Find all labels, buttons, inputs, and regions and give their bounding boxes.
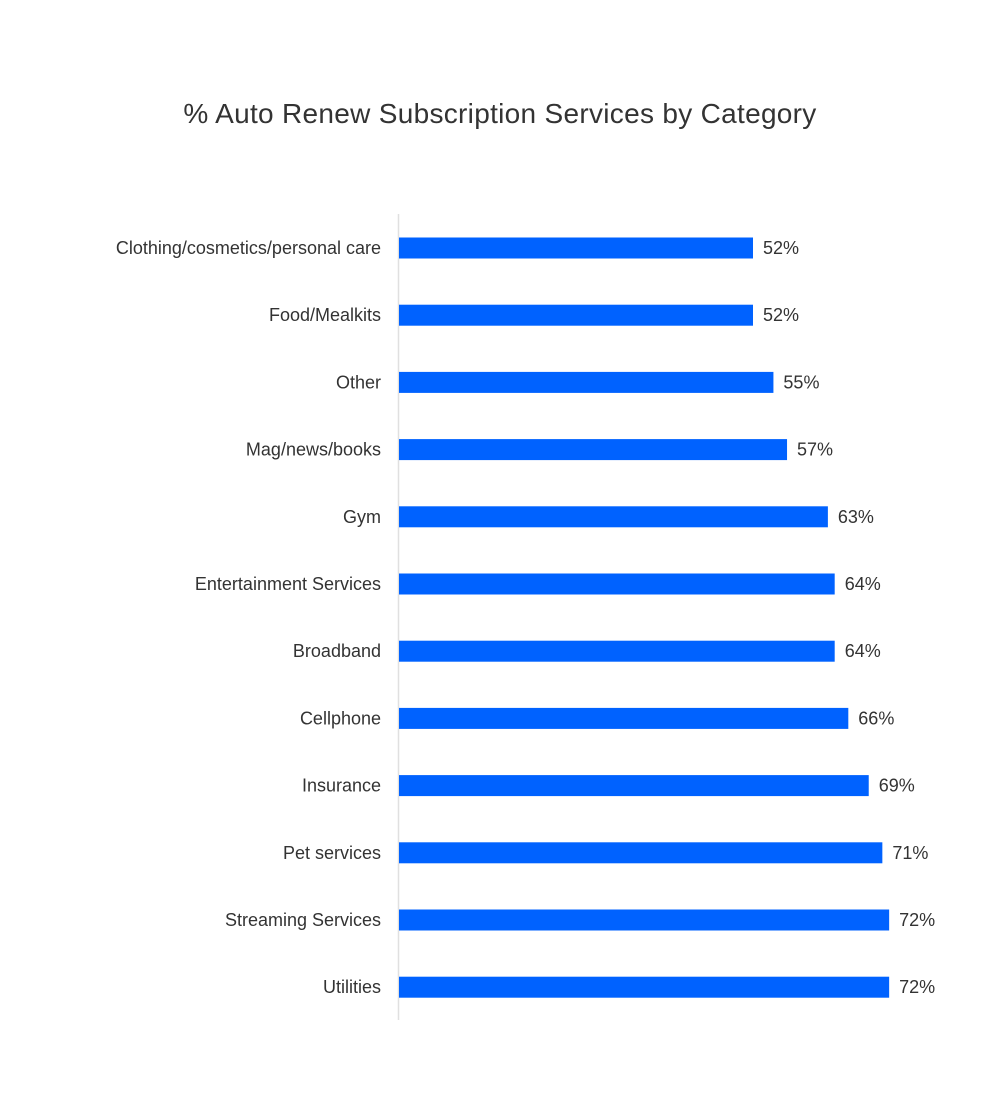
value-label: 66% bbox=[858, 708, 894, 728]
bar bbox=[399, 909, 890, 931]
value-label: 69% bbox=[879, 776, 915, 796]
category-label: Gym bbox=[343, 507, 381, 527]
bar bbox=[399, 707, 849, 729]
value-label: 52% bbox=[763, 238, 799, 258]
category-label: Utilities bbox=[323, 977, 381, 997]
value-label: 57% bbox=[797, 440, 833, 460]
value-label: 64% bbox=[845, 641, 881, 661]
category-label: Clothing/cosmetics/personal care bbox=[116, 238, 381, 258]
bar bbox=[399, 237, 753, 259]
category-label: Streaming Services bbox=[225, 910, 381, 930]
value-label: 55% bbox=[783, 372, 819, 392]
category-label: Insurance bbox=[302, 776, 381, 796]
value-label: 71% bbox=[892, 843, 928, 863]
value-label: 63% bbox=[838, 507, 874, 527]
bar bbox=[399, 371, 774, 393]
bar bbox=[399, 304, 753, 326]
category-label: Pet services bbox=[283, 843, 381, 863]
bar bbox=[399, 439, 788, 461]
bar bbox=[399, 842, 883, 864]
bar bbox=[399, 506, 828, 528]
value-label: 64% bbox=[845, 574, 881, 594]
bar bbox=[399, 775, 869, 797]
category-label: Mag/news/books bbox=[246, 440, 381, 460]
bar bbox=[399, 976, 890, 998]
bar bbox=[399, 573, 835, 595]
bar bbox=[399, 640, 835, 662]
value-label: 72% bbox=[899, 977, 935, 997]
category-label: Food/Mealkits bbox=[269, 305, 381, 325]
chart-title: % Auto Renew Subscription Services by Ca… bbox=[183, 98, 817, 129]
value-label: 72% bbox=[899, 910, 935, 930]
value-label: 52% bbox=[763, 305, 799, 325]
category-label: Broadband bbox=[293, 641, 381, 661]
category-label: Cellphone bbox=[300, 708, 381, 728]
category-label: Other bbox=[336, 372, 381, 392]
category-label: Entertainment Services bbox=[195, 574, 381, 594]
